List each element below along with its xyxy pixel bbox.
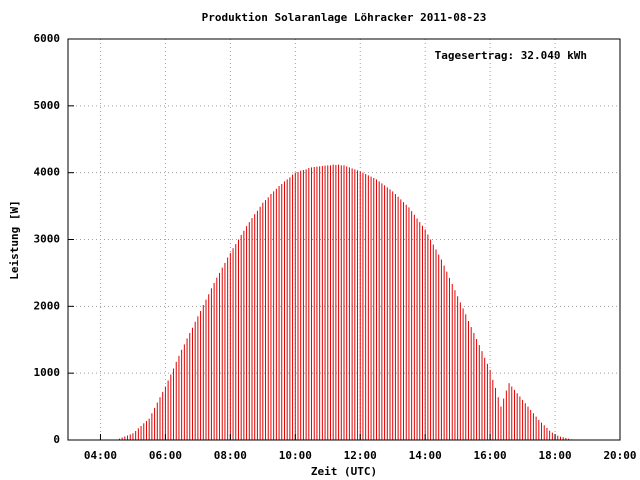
x-axis-label: Zeit (UTC) xyxy=(311,465,377,478)
y-axis-label: Leistung [W] xyxy=(8,200,21,279)
y-tick-label: 4000 xyxy=(34,166,61,179)
x-tick-label: 04:00 xyxy=(84,449,117,462)
annotation: Tagesertrag: 32.040 kWh xyxy=(435,49,587,62)
x-tick-label: 08:00 xyxy=(214,449,247,462)
impulses xyxy=(116,164,578,440)
chart-title: Produktion Solaranlage Löhracker 2011-08… xyxy=(202,11,487,24)
y-tick-label: 1000 xyxy=(34,366,61,379)
x-tick-label: 10:00 xyxy=(279,449,312,462)
y-tick-label: 0 xyxy=(53,433,60,446)
x-tick-label: 18:00 xyxy=(538,449,571,462)
x-tick-label: 14:00 xyxy=(409,449,442,462)
x-tick-label: 06:00 xyxy=(149,449,182,462)
x-tick-label: 16:00 xyxy=(474,449,507,462)
x-tick-label: 12:00 xyxy=(344,449,377,462)
y-tick-label: 3000 xyxy=(34,233,61,246)
y-tick-label: 6000 xyxy=(34,32,61,45)
x-tick-label: 20:00 xyxy=(603,449,636,462)
y-tick-label: 5000 xyxy=(34,99,61,112)
y-tick-label: 2000 xyxy=(34,299,61,312)
